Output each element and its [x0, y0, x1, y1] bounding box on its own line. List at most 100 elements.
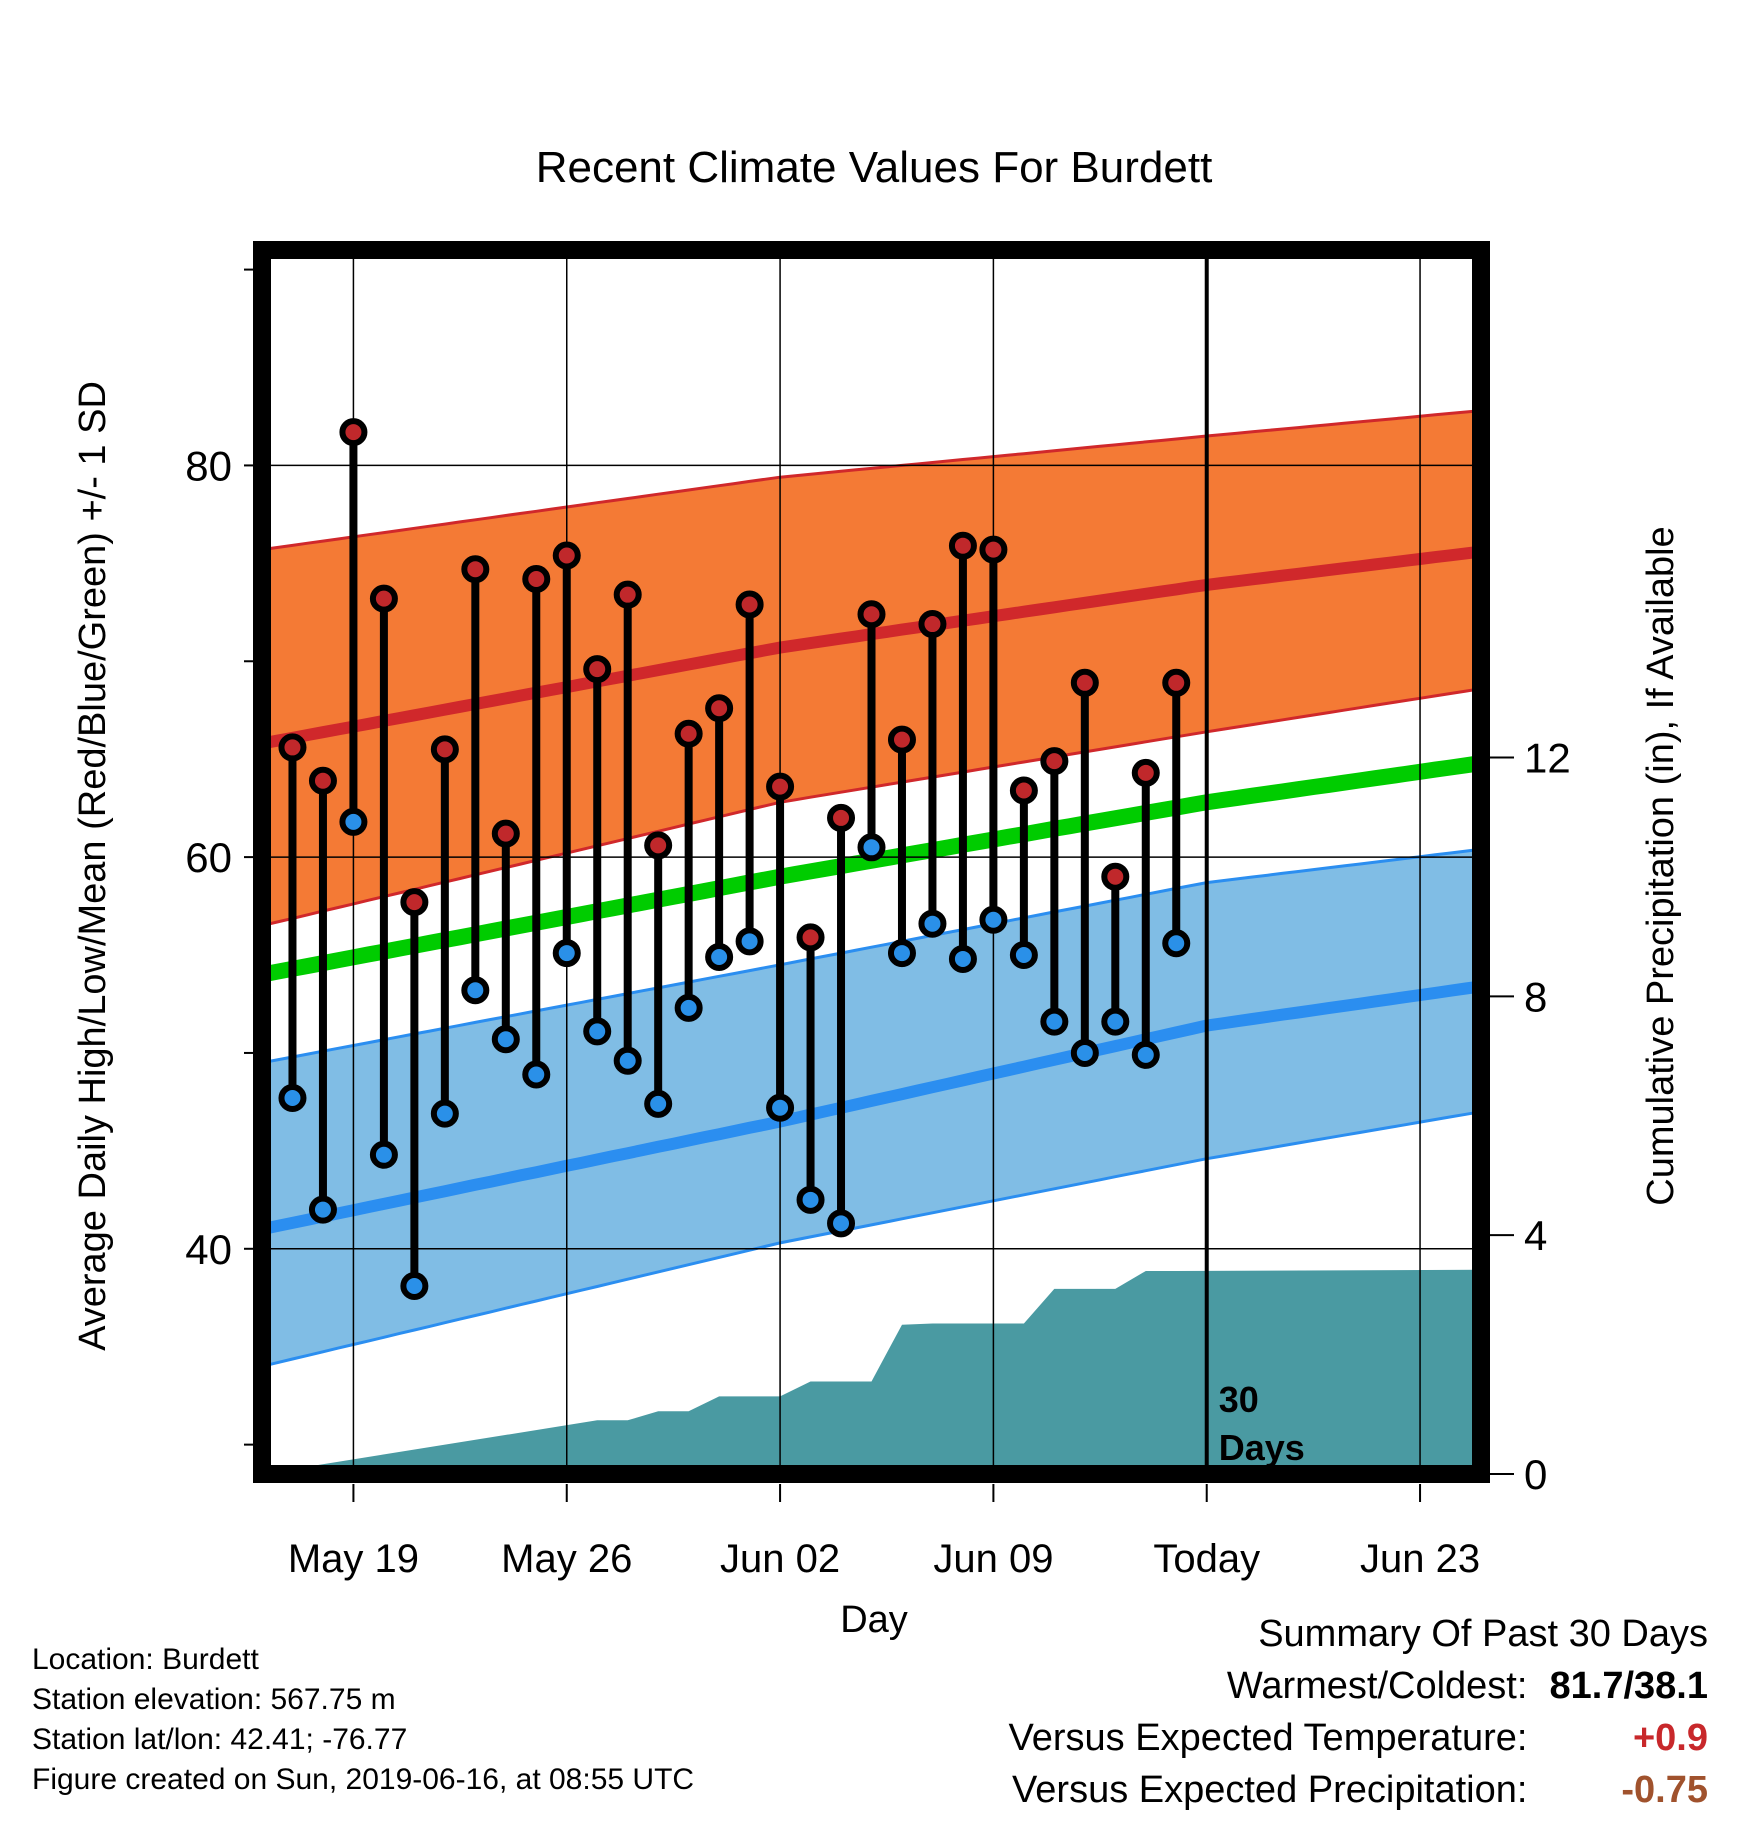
high-temp-point: [948, 531, 977, 560]
high-temp-point: [461, 555, 490, 584]
low-temp-point: [278, 1083, 307, 1112]
low-temp-point: [735, 927, 764, 956]
high-temp-point: [1040, 747, 1069, 776]
low-sd-lower-line: [261, 1110, 1482, 1368]
chart-title: Recent Climate Values For Burdett: [536, 143, 1213, 192]
low-temp-point: [705, 942, 734, 971]
precip-value: -0.75: [1621, 1769, 1708, 1811]
precip-area: [262, 1269, 1481, 1474]
y2-tick-label: 8: [1524, 973, 1547, 1020]
warm-cold-value: 81.7/38.1: [1549, 1665, 1708, 1707]
summary-precip-row: Versus Expected Precipitation: -0.75: [1009, 1764, 1708, 1816]
high-temp-point: [1009, 776, 1038, 805]
x-axis-label: Day: [840, 1599, 908, 1641]
high-temp-point: [796, 923, 825, 952]
summary-block: Summary Of Past 30 Days Warmest/Coldest:…: [1009, 1608, 1708, 1816]
low-temp-point: [1040, 1007, 1069, 1036]
high-temp-point: [918, 610, 947, 639]
high-sd-upper-line: [261, 409, 1482, 552]
today-days-label: 30: [1219, 1379, 1259, 1420]
low-temp-point: [796, 1185, 825, 1214]
latlon-text: Station lat/lon: 42.41; -76.77: [32, 1723, 408, 1756]
x-tick-label: Jun 02: [720, 1537, 840, 1581]
precip-label: Versus Expected Precipitation:: [1012, 1769, 1528, 1811]
summary-warm-cold-row: Warmest/Coldest: 81.7/38.1: [1009, 1660, 1708, 1712]
low-temp-point: [1101, 1007, 1130, 1036]
low-temp-point: [369, 1140, 398, 1169]
y2-axis-label: Cumulative Precipitation (in), If Availa…: [1640, 526, 1682, 1205]
high-temp-point: [400, 888, 429, 917]
low-temp-point: [1162, 929, 1191, 958]
y-tick-label: 40: [185, 1226, 232, 1273]
low-normal-line: [260, 980, 1482, 1236]
high-temp-point: [1101, 862, 1130, 891]
low-temp-point: [918, 909, 947, 938]
high-temp-point: [979, 535, 1008, 564]
y2-tick-label: 4: [1524, 1212, 1547, 1259]
elevation-text: Station elevation: 567.75 m: [32, 1683, 396, 1716]
today-days-label: Days: [1219, 1427, 1305, 1468]
temp-value: +0.9: [1632, 1717, 1708, 1759]
low-temp-point: [674, 993, 703, 1022]
low-temp-point: [308, 1195, 337, 1224]
x-tick-label: May 19: [288, 1537, 419, 1581]
high-temp-point: [766, 772, 795, 801]
location-text: Location: Burdett: [32, 1643, 259, 1676]
warm-cold-label: Warmest/Coldest:: [1226, 1665, 1528, 1707]
low-temp-point: [522, 1060, 551, 1089]
high-temp-point: [857, 600, 886, 629]
low-temp-point: [1070, 1038, 1099, 1067]
high-temp-point: [827, 803, 856, 832]
x-tick-label: Jun 23: [1360, 1537, 1480, 1581]
high-temp-point: [491, 819, 520, 848]
high-temp-point: [339, 418, 368, 447]
low-temp-point: [979, 905, 1008, 934]
info-block: Location: Burdett Station elevation: 567…: [32, 1640, 694, 1800]
high-temp-point: [674, 719, 703, 748]
low-temp-point: [827, 1209, 856, 1238]
low-temp-point: [461, 976, 490, 1005]
summary-temp-row: Versus Expected Temperature: +0.9: [1009, 1712, 1708, 1764]
high-temp-point: [705, 694, 734, 723]
low-temp-point: [766, 1093, 795, 1122]
high-temp-point: [583, 655, 612, 684]
x-tick-label: Jun 09: [933, 1537, 1053, 1581]
low-temp-point: [339, 807, 368, 836]
low-sd-upper-line: [261, 847, 1482, 1065]
y-tick-label: 60: [185, 834, 232, 881]
high-temp-point: [1131, 758, 1160, 787]
high-temp-point: [369, 584, 398, 613]
high-temp-point: [522, 565, 551, 594]
y2-tick-label: 0: [1524, 1451, 1547, 1498]
low-temp-point: [948, 944, 977, 973]
plot-frame: [253, 241, 1490, 1483]
data-marks: [278, 418, 1191, 1300]
low-temp-point: [491, 1025, 520, 1054]
low-temp-point: [430, 1099, 459, 1128]
created-text: Figure created on Sun, 2019-06-16, at 08…: [32, 1763, 695, 1796]
summary-title: Summary Of Past 30 Days: [1258, 1613, 1708, 1655]
low-temp-point: [552, 939, 581, 968]
high-temp-point: [430, 735, 459, 764]
high-temp-point: [278, 733, 307, 762]
low-temp-point: [1131, 1040, 1160, 1069]
temp-label: Versus Expected Temperature:: [1008, 1717, 1528, 1759]
low-temp-point: [857, 833, 886, 862]
low-temp-point: [887, 939, 916, 968]
low-temp-point: [644, 1089, 673, 1118]
high-temp-point: [735, 590, 764, 619]
y-axis-label: Average Daily High/Low/Mean (Red/Blue/Gr…: [72, 381, 114, 1351]
high-temp-point: [1162, 668, 1191, 697]
low-temp-point: [1009, 941, 1038, 970]
high-temp-point: [308, 766, 337, 795]
x-tick-label: Today: [1153, 1537, 1260, 1581]
high-temp-point: [613, 580, 642, 609]
low-temp-point: [400, 1271, 429, 1300]
high-temp-point: [887, 725, 916, 754]
high-temp-point: [1070, 668, 1099, 697]
x-tick-label: May 26: [501, 1537, 632, 1581]
low-temp-point: [613, 1046, 642, 1075]
high-temp-point: [552, 541, 581, 570]
y2-tick-label: 12: [1524, 735, 1571, 782]
